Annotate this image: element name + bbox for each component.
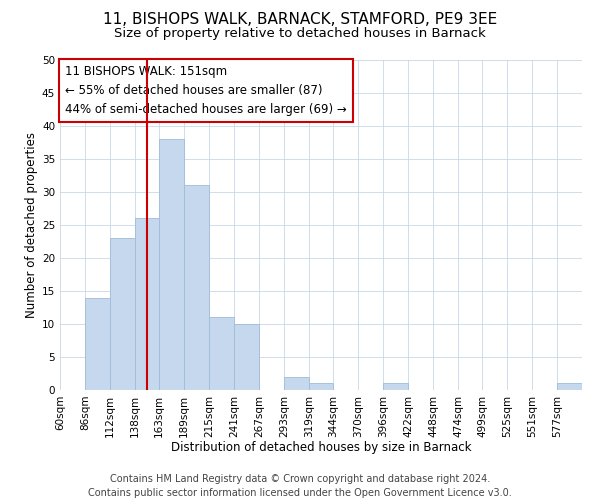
Bar — [85, 298, 110, 390]
Bar — [284, 377, 309, 390]
Text: Contains HM Land Registry data © Crown copyright and database right 2024.
Contai: Contains HM Land Registry data © Crown c… — [88, 474, 512, 498]
Bar — [184, 186, 209, 390]
Bar — [209, 318, 234, 390]
Bar — [234, 324, 259, 390]
Bar — [557, 384, 582, 390]
Bar — [110, 238, 135, 390]
X-axis label: Distribution of detached houses by size in Barnack: Distribution of detached houses by size … — [171, 441, 471, 454]
Bar — [383, 384, 408, 390]
Y-axis label: Number of detached properties: Number of detached properties — [25, 132, 38, 318]
Bar — [135, 218, 159, 390]
Text: 11 BISHOPS WALK: 151sqm
← 55% of detached houses are smaller (87)
44% of semi-de: 11 BISHOPS WALK: 151sqm ← 55% of detache… — [65, 65, 347, 116]
Bar — [309, 384, 333, 390]
Text: Size of property relative to detached houses in Barnack: Size of property relative to detached ho… — [114, 28, 486, 40]
Bar — [159, 139, 184, 390]
Text: 11, BISHOPS WALK, BARNACK, STAMFORD, PE9 3EE: 11, BISHOPS WALK, BARNACK, STAMFORD, PE9… — [103, 12, 497, 28]
